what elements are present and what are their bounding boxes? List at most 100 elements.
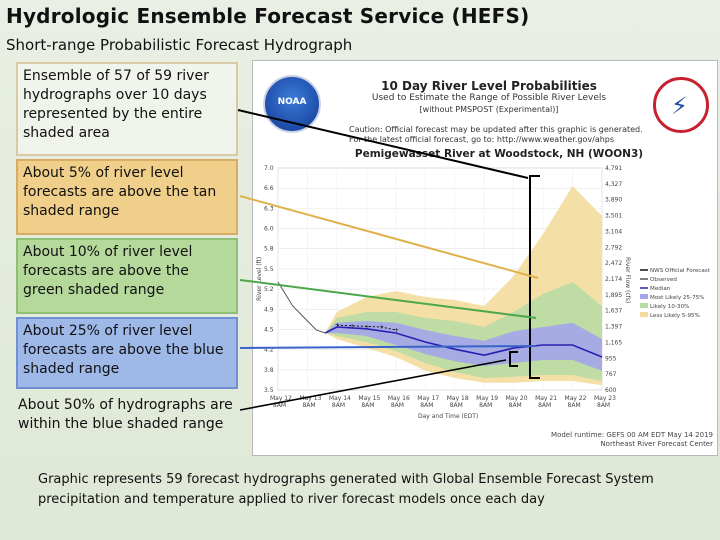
y-tick-label: 5.2 bbox=[264, 286, 274, 293]
runtime-line: Northeast River Forecast Center bbox=[600, 440, 713, 448]
x-tick-label: 8AM bbox=[420, 402, 433, 409]
legend-swatch bbox=[640, 303, 648, 308]
y2-tick-label: 1,397 bbox=[605, 324, 622, 331]
arrow-blue bbox=[239, 345, 537, 349]
x-tick-label: May 12 bbox=[270, 395, 292, 402]
official-forecast-point: + bbox=[364, 323, 369, 330]
x-tick-label: May 18 bbox=[447, 395, 469, 402]
callout-tan: About 5% of river level forecasts are ab… bbox=[16, 159, 238, 235]
official-forecast-point: + bbox=[379, 324, 384, 331]
model-runtime: Model runtime: GEFS 00 AM EDT May 14 201… bbox=[551, 431, 713, 449]
x-axis-label: Day and Time (EDT) bbox=[418, 413, 478, 420]
y-tick-label: 5.8 bbox=[264, 246, 274, 253]
x-tick-label: May 23 bbox=[594, 395, 616, 402]
x-tick-label: 8AM bbox=[597, 402, 610, 409]
x-tick-label: May 17 bbox=[417, 395, 439, 402]
y2-axis-label: River Flow (cfs) bbox=[624, 257, 631, 303]
callout-blue: About 25% of river level forecasts are a… bbox=[16, 317, 238, 389]
caution-line: For the latest official forecast, go to:… bbox=[349, 135, 615, 144]
y-axis-label: River Level (ft) bbox=[256, 257, 263, 301]
official-forecast-point: + bbox=[394, 327, 399, 334]
observed-line bbox=[277, 281, 326, 334]
chart-title: 10 Day River Level Probabilities bbox=[381, 79, 597, 93]
y2-tick-label: 955 bbox=[605, 355, 617, 362]
y2-tick-label: 2,472 bbox=[605, 260, 622, 267]
runtime-line: Model runtime: GEFS 00 AM EDT May 14 201… bbox=[551, 431, 713, 439]
x-tick-label: May 16 bbox=[388, 395, 410, 402]
legend-entry: Likely 10-30% bbox=[650, 304, 689, 310]
x-tick-label: May 14 bbox=[329, 395, 351, 402]
x-tick-label: May 21 bbox=[535, 395, 557, 402]
x-tick-label: May 22 bbox=[565, 395, 587, 402]
x-tick-label: 8AM bbox=[302, 402, 315, 409]
nws-logo-icon: ⚡ bbox=[653, 77, 709, 133]
slide-title: Hydrologic Ensemble Forecast Service (HE… bbox=[6, 4, 530, 28]
noaa-logo-icon: NOAA bbox=[263, 75, 321, 133]
x-tick-label: 8AM bbox=[332, 402, 345, 409]
x-tick-label: 8AM bbox=[479, 402, 492, 409]
y-tick-label: 6.0 bbox=[264, 226, 274, 233]
bracket-ensemble bbox=[529, 175, 540, 379]
chart-subtitle-2: [without PMSPOST (Experimental)] bbox=[419, 105, 559, 114]
y2-tick-label: 4,327 bbox=[605, 181, 622, 188]
callout-green: About 10% of river level forecasts are a… bbox=[16, 238, 238, 314]
y2-tick-label: 767 bbox=[605, 371, 617, 378]
callout-median: About 50% of hydrographs are within the … bbox=[18, 397, 233, 432]
x-tick-label: 8AM bbox=[538, 402, 551, 409]
median-line bbox=[324, 326, 603, 358]
official-forecast-point: + bbox=[335, 322, 340, 329]
legend-entry: Most Likely 25-75% bbox=[650, 295, 705, 301]
y-tick-label: 3.5 bbox=[264, 387, 274, 394]
legend-swatch bbox=[640, 294, 648, 299]
y2-tick-label: 1,165 bbox=[605, 339, 622, 346]
y-tick-label: 3.8 bbox=[264, 367, 274, 374]
y-tick-label: 4.2 bbox=[264, 347, 274, 354]
x-tick-label: 8AM bbox=[273, 402, 286, 409]
x-tick-label: May 15 bbox=[358, 395, 380, 402]
legend-swatch bbox=[640, 312, 648, 317]
bracket-median bbox=[509, 351, 518, 367]
y2-tick-label: 4,791 bbox=[605, 165, 622, 172]
y-tick-label: 7.0 bbox=[264, 165, 274, 172]
lightning-icon: ⚡ bbox=[671, 92, 688, 120]
y-tick-label: 6.3 bbox=[264, 205, 274, 212]
y2-tick-label: 1,895 bbox=[605, 292, 622, 299]
y-tick-label: 4.5 bbox=[264, 326, 274, 333]
y-tick-label: 6.6 bbox=[264, 185, 274, 192]
x-tick-label: 8AM bbox=[450, 402, 463, 409]
y2-tick-label: 3,890 bbox=[605, 197, 622, 204]
y-tick-label: 5.5 bbox=[264, 266, 274, 273]
legend-entry: Less Likely 5-95% bbox=[650, 313, 700, 319]
x-tick-label: May 19 bbox=[476, 395, 498, 402]
official-forecast-point: + bbox=[350, 323, 355, 330]
chart-subtitle: Used to Estimate the Range of Possible R… bbox=[371, 93, 607, 103]
y2-tick-label: 600 bbox=[605, 387, 617, 394]
noaa-logo-label: NOAA bbox=[277, 97, 307, 107]
arrow-median bbox=[239, 359, 507, 411]
y2-tick-label: 3,104 bbox=[605, 228, 622, 235]
y-tick-label: 4.9 bbox=[264, 306, 274, 313]
caution-line: Caution: Official forecast may be update… bbox=[349, 125, 643, 134]
y2-tick-label: 3,501 bbox=[605, 213, 622, 220]
y2-tick-label: 2,792 bbox=[605, 244, 622, 251]
caution-note: Caution: Official forecast may be update… bbox=[349, 125, 649, 145]
official-forecast-line bbox=[336, 324, 396, 331]
chart-location: Pemigewasset River at Woodstock, NH (WOO… bbox=[354, 148, 644, 160]
x-tick-label: 8AM bbox=[568, 402, 581, 409]
legend-entry: Observed bbox=[650, 277, 677, 283]
x-tick-label: May 13 bbox=[299, 395, 321, 402]
y2-tick-label: 2,174 bbox=[605, 276, 622, 283]
arrow-ensemble bbox=[237, 109, 529, 179]
legend-entry: Median bbox=[650, 286, 671, 292]
x-tick-label: 8AM bbox=[361, 402, 374, 409]
callout-ensemble: Ensemble of 57 of 59 river hydrographs o… bbox=[16, 62, 238, 156]
arrow-green bbox=[239, 279, 537, 319]
arrow-tan bbox=[239, 195, 539, 279]
slide-footer: Graphic represents 59 forecast hydrograp… bbox=[38, 472, 654, 507]
x-tick-label: May 20 bbox=[506, 395, 528, 402]
x-tick-label: 8AM bbox=[391, 402, 404, 409]
slide-subtitle: Short-range Probabilistic Forecast Hydro… bbox=[6, 36, 353, 54]
legend-entry: NWS Official Forecast bbox=[650, 268, 711, 274]
y2-tick-label: 1,637 bbox=[605, 308, 622, 315]
